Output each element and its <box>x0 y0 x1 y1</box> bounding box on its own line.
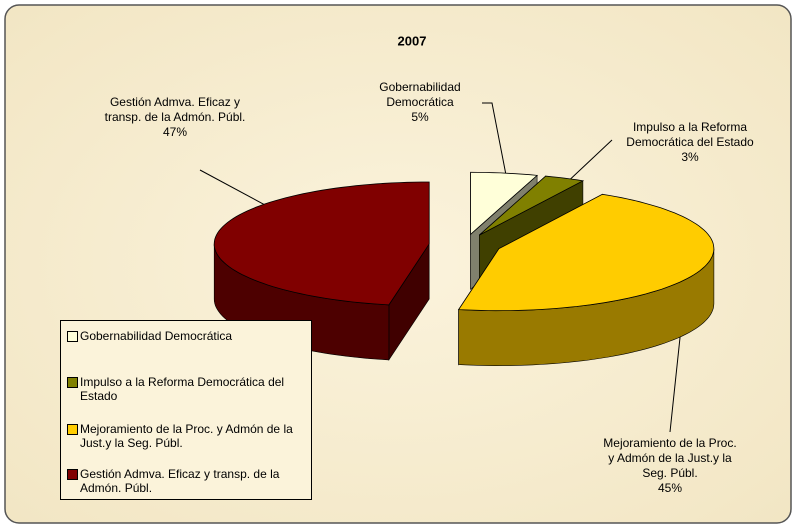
legend-entry: Gobernabilidad Democrática <box>67 329 307 343</box>
slice <box>457 193 715 312</box>
legend-swatch <box>67 469 78 480</box>
data-label: Mejoramiento de la Proc. y Admón de la J… <box>602 436 738 496</box>
legend: Gobernabilidad Democrática Impulso a la R… <box>60 320 312 500</box>
label-name: Mejoramiento de la Proc. y Admón de la J… <box>603 436 737 480</box>
label-value: 3% <box>681 150 699 164</box>
legend-label: Gobernabilidad Democrática <box>80 329 233 343</box>
slice <box>470 171 539 236</box>
legend-swatch <box>67 424 78 435</box>
slice <box>479 175 585 236</box>
data-label: Gobernabilidad Democrática 5% <box>372 80 468 125</box>
data-label: Gestión Admva. Eficaz y transp. de la Ad… <box>100 95 250 140</box>
legend-swatch <box>67 377 78 388</box>
pie <box>213 171 715 367</box>
data-label: Impulso a la Reforma Democrática del Est… <box>620 120 760 165</box>
slice <box>213 181 430 306</box>
legend-swatch <box>67 331 78 342</box>
legend-entry: Impulso a la Reforma Democrática del Est… <box>67 375 307 403</box>
label-name: Gobernabilidad Democrática <box>379 80 461 109</box>
label-name: Gestión Admva. Eficaz y transp. de la Ad… <box>104 95 246 124</box>
legend-label: Impulso a la Reforma Democrática del Est… <box>80 375 285 403</box>
label-value: 45% <box>657 481 683 495</box>
label-value: 5% <box>411 110 429 124</box>
label-name: Impulso a la Reforma Democrática del Est… <box>626 120 754 149</box>
leader-line <box>482 102 507 176</box>
label-value: 47% <box>162 125 188 139</box>
legend-entry: Gestión Admva. Eficaz y transp. de la Ad… <box>67 467 307 495</box>
legend-label: Gestión Admva. Eficaz y transp. de la Ad… <box>80 467 280 495</box>
legend-label: Mejoramiento de la Proc. y Admón de la J… <box>80 422 293 450</box>
legend-entry: Mejoramiento de la Proc. y Admón de la J… <box>67 422 307 450</box>
chart-title: 2007 <box>398 33 427 48</box>
